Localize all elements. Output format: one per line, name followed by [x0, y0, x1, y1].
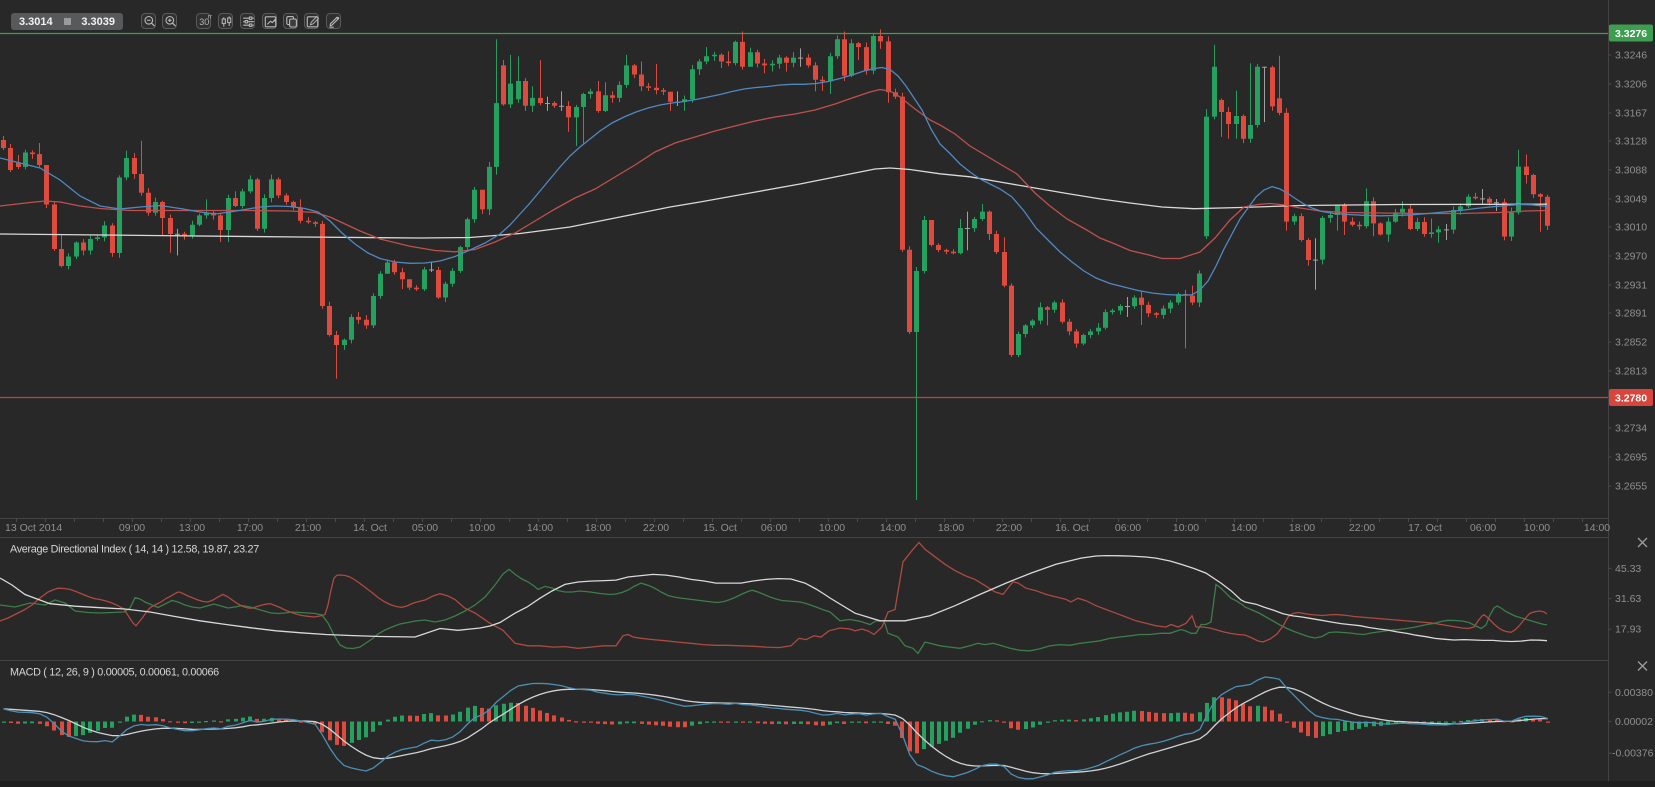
svg-text:MACD ( 12, 26, 9 ) 0.00005, 0.: MACD ( 12, 26, 9 ) 0.00005, 0.00061, 0.0…	[10, 667, 219, 679]
svg-text:05:00: 05:00	[412, 522, 438, 534]
svg-text:3.2695: 3.2695	[1615, 452, 1647, 464]
svg-text:17. Oct: 17. Oct	[1408, 522, 1442, 534]
svg-text:m: m	[208, 14, 212, 21]
svg-text:3.3246: 3.3246	[1615, 50, 1647, 62]
svg-text:45.33: 45.33	[1615, 563, 1641, 575]
svg-text:21:00: 21:00	[295, 522, 321, 534]
svg-text:3.2655: 3.2655	[1615, 481, 1647, 493]
svg-text:13:00: 13:00	[179, 522, 205, 534]
svg-text:-0.00376: -0.00376	[1612, 748, 1654, 760]
svg-text:18:00: 18:00	[938, 522, 964, 534]
svg-text:3.3128: 3.3128	[1615, 136, 1647, 148]
svg-text:3.3088: 3.3088	[1615, 165, 1647, 177]
svg-text:3.2734: 3.2734	[1615, 423, 1647, 435]
svg-text:3.2931: 3.2931	[1615, 280, 1647, 292]
svg-text:16. Oct: 16. Oct	[1055, 522, 1089, 534]
svg-text:15. Oct: 15. Oct	[703, 522, 737, 534]
svg-text:3.2813: 3.2813	[1615, 366, 1647, 378]
svg-text:3.2852: 3.2852	[1615, 337, 1647, 349]
svg-text:18:00: 18:00	[585, 522, 611, 534]
svg-text:06:00: 06:00	[1470, 522, 1496, 534]
svg-text:14:00: 14:00	[1584, 522, 1610, 534]
svg-text:17.93: 17.93	[1615, 624, 1641, 636]
svg-text:06:00: 06:00	[1115, 522, 1141, 534]
svg-text:09:00: 09:00	[119, 522, 145, 534]
svg-text:31.63: 31.63	[1615, 593, 1641, 605]
svg-text:10:00: 10:00	[819, 522, 845, 534]
svg-text:10:00: 10:00	[1524, 522, 1550, 534]
svg-text:3.3167: 3.3167	[1615, 108, 1647, 120]
svg-text:0.00380: 0.00380	[1615, 687, 1653, 699]
svg-text:22:00: 22:00	[1349, 522, 1375, 534]
svg-text:14:00: 14:00	[527, 522, 553, 534]
svg-text:10:00: 10:00	[1173, 522, 1199, 534]
svg-text:3.3206: 3.3206	[1615, 79, 1647, 91]
svg-text:3.2780: 3.2780	[1615, 393, 1647, 405]
svg-text:17:00: 17:00	[237, 522, 263, 534]
svg-text:10:00: 10:00	[469, 522, 495, 534]
svg-text:30: 30	[199, 17, 209, 27]
svg-text:13 Oct 2014: 13 Oct 2014	[5, 522, 62, 534]
svg-text:18:00: 18:00	[1289, 522, 1315, 534]
svg-text:14:00: 14:00	[1231, 522, 1257, 534]
svg-text:22:00: 22:00	[643, 522, 669, 534]
svg-text:3.3049: 3.3049	[1615, 194, 1647, 206]
svg-text:06:00: 06:00	[761, 522, 787, 534]
svg-text:Average Directional Index ( 14: Average Directional Index ( 14, 14 ) 12.…	[10, 544, 259, 556]
svg-text:14. Oct: 14. Oct	[353, 522, 387, 534]
svg-text:3.2891: 3.2891	[1615, 308, 1647, 320]
svg-text:3.2970: 3.2970	[1615, 251, 1647, 263]
svg-text:3.3010: 3.3010	[1615, 222, 1647, 234]
svg-text:0.00002: 0.00002	[1615, 716, 1653, 728]
svg-text:22:00: 22:00	[996, 522, 1022, 534]
svg-text:14:00: 14:00	[880, 522, 906, 534]
svg-text:3.3276: 3.3276	[1615, 28, 1647, 40]
